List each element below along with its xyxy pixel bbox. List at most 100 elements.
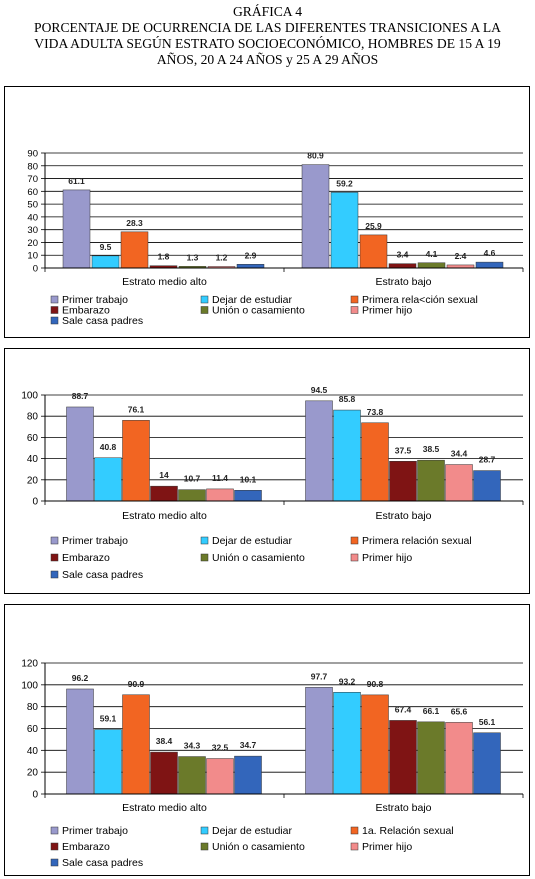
data-label: 10.7 <box>184 474 201 484</box>
data-label: 73.8 <box>367 407 384 417</box>
category-label: Estrato medio alto <box>122 276 207 288</box>
bar <box>388 263 417 269</box>
y-tick-label: 0 <box>32 497 38 508</box>
title-line-3: VIDA ADULTA SEGÚN ESTRATO SOCIOECONÓMICO… <box>34 36 501 51</box>
legend-label: Primer hijo <box>362 841 412 853</box>
bar <box>475 261 504 269</box>
data-label: 37.5 <box>395 445 412 455</box>
legend-swatch <box>50 306 59 314</box>
data-label: 94.5 <box>311 385 328 395</box>
legend-label: Sale casa padres <box>62 315 143 327</box>
data-label: 65.6 <box>451 706 468 716</box>
y-tick-label: 0 <box>33 264 38 275</box>
chart-panel-1: 0 10 20 30 40 50 60 70 80 90 61.1 9.5 28.3 1.8 1.3 1.2 2… <box>4 86 530 338</box>
legend-swatch <box>50 570 59 579</box>
data-label: 38.5 <box>423 444 440 454</box>
data-label: 1.8 <box>158 252 170 262</box>
data-label: 4.6 <box>484 248 496 258</box>
legend-swatch <box>350 553 359 562</box>
data-label: 1.3 <box>187 252 199 262</box>
bar <box>122 420 150 502</box>
category-label: Estrato bajo <box>375 802 431 814</box>
data-label: 28.3 <box>126 218 143 228</box>
figure-title: GRÁFICA 4 PORCENTAJE DE OCURRENCIA DE LA… <box>0 4 535 68</box>
legend-label: Primer hijo <box>362 305 412 317</box>
bar <box>361 422 389 502</box>
data-label: 90.8 <box>367 679 384 689</box>
bar <box>94 457 122 502</box>
y-tick-label: 120 <box>21 659 38 670</box>
legend-label: Embarazo <box>62 552 110 564</box>
y-tick-label: 40 <box>27 212 38 223</box>
legend-swatch <box>350 536 359 545</box>
legend-swatch <box>50 295 59 304</box>
y-tick-label: 60 <box>27 724 39 735</box>
y-tick-label: 80 <box>27 161 38 172</box>
bar-chart-2: 0 20 40 60 80 100 88.7 40.8 76.1 14 10.7 11.4 10.1 Es… <box>21 385 524 581</box>
data-label: 25.9 <box>365 221 382 231</box>
bar <box>389 720 417 795</box>
legend-label: Primera relación sexual <box>362 535 472 547</box>
data-label: 1.2 <box>216 252 228 262</box>
y-tick-label: 40 <box>27 454 39 465</box>
y-tick-label: 20 <box>27 238 38 249</box>
data-label: 40.8 <box>100 442 117 452</box>
bar <box>417 721 445 795</box>
data-label: 76.1 <box>128 404 145 414</box>
bar <box>473 470 501 502</box>
bar <box>62 189 91 269</box>
y-tick-label: 20 <box>27 768 39 779</box>
data-label: 2.9 <box>245 250 257 260</box>
data-label: 90.9 <box>128 679 145 689</box>
legend-swatch <box>350 295 359 304</box>
legend-label: Unión o casamiento <box>212 552 305 564</box>
legend-swatch <box>350 842 359 851</box>
legend-label: Primer trabajo <box>62 535 128 547</box>
legend-label: Unión o casamiento <box>212 841 305 853</box>
category-label: Estrato medio alto <box>122 802 207 814</box>
data-label: 85.8 <box>339 394 356 404</box>
bar-chart-3: 0 20 40 60 80 100 120 96.2 59.1 90.9 38.4 34.3 32.5 3… <box>21 659 524 869</box>
legend-swatch <box>200 306 209 314</box>
bar <box>150 751 178 795</box>
bar <box>66 406 94 502</box>
legend-label: Dejar de estudiar <box>212 294 292 306</box>
category-label: Estrato bajo <box>375 276 431 288</box>
data-label: 59.1 <box>100 713 117 723</box>
bar <box>150 485 178 502</box>
bar <box>305 687 333 795</box>
data-label: 34.7 <box>240 740 257 750</box>
legend-swatch <box>350 826 359 835</box>
data-label: 66.1 <box>423 706 440 716</box>
y-tick-label: 10 <box>27 251 38 262</box>
y-tick-label: 40 <box>27 746 39 757</box>
y-tick-label: 60 <box>27 433 39 444</box>
legend-label: Primer trabajo <box>62 825 128 837</box>
bar <box>473 732 501 795</box>
legend-label: Dejar de estudiar <box>212 825 292 837</box>
bar <box>234 490 262 502</box>
data-label: 3.4 <box>397 250 409 260</box>
y-tick-label: 20 <box>27 475 39 486</box>
data-label: 34.4 <box>451 449 468 459</box>
bar <box>330 192 359 269</box>
legend-label: 1a. Relación sexual <box>362 825 454 837</box>
bar <box>178 489 206 502</box>
y-tick-label: 80 <box>27 702 39 713</box>
bar <box>361 694 389 795</box>
data-label: 56.1 <box>479 717 496 727</box>
category-label: Estrato bajo <box>375 510 431 522</box>
data-label: 38.4 <box>156 736 173 746</box>
data-label: 9.5 <box>100 242 112 252</box>
data-label: 34.3 <box>184 741 201 751</box>
data-label: 59.2 <box>336 178 353 188</box>
bar <box>389 461 417 502</box>
y-tick-label: 0 <box>32 790 38 801</box>
legend-label: Primer hijo <box>362 552 412 564</box>
bar <box>234 755 262 795</box>
data-label: 97.7 <box>311 671 328 681</box>
legend-swatch <box>50 858 59 867</box>
legend-swatch <box>50 536 59 545</box>
bar <box>301 164 330 269</box>
legend-label: Embarazo <box>62 841 110 853</box>
